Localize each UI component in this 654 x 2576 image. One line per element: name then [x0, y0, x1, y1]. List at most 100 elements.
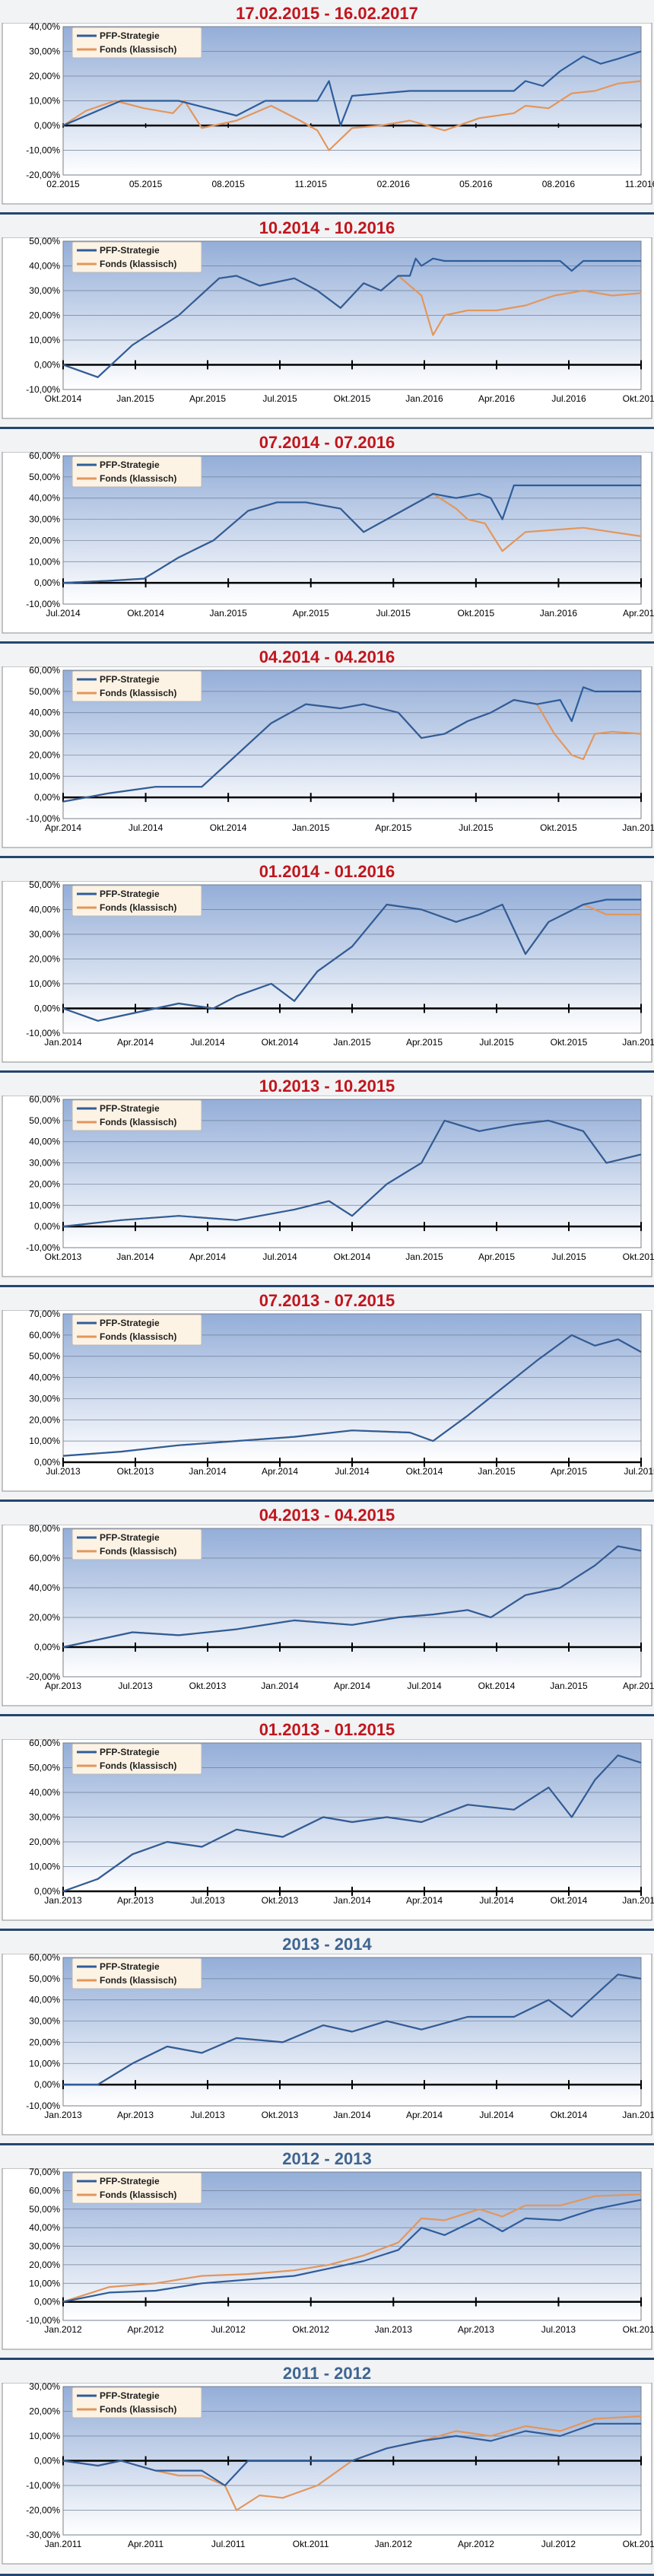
x-tick-label: Jul.2016: [551, 393, 586, 404]
legend-label: Fonds (klassisch): [100, 902, 176, 913]
x-tick-label: 08.2015: [211, 179, 245, 189]
x-tick-label: Okt.2015: [551, 1037, 588, 1048]
y-tick-label: 0,00%: [34, 360, 60, 370]
series-line-pfp-strategie: [62, 484, 641, 584]
x-tick-label: 11.2016: [625, 179, 654, 189]
x-tick-label: 02.2015: [46, 179, 80, 189]
x-tick-label: Jan.2015: [116, 393, 154, 404]
y-tick-label: 30,00%: [29, 1158, 60, 1169]
series-line-pfp-strategie: [62, 2422, 641, 2487]
x-tick-label: Apr.2016: [623, 608, 654, 619]
legend-box: [71, 885, 202, 917]
x-tick-label: Jan.2013: [375, 2324, 413, 2335]
y-tick-label: 40,00%: [29, 905, 60, 915]
legend-label: Fonds (klassisch): [100, 688, 176, 698]
legend-label: PFP-Strategie: [100, 1532, 160, 1543]
x-tick-label: Jan.2014: [261, 1681, 299, 1691]
legend: PFP-Strategie Fonds (klassisch): [71, 241, 202, 273]
y-tick-label: 40,00%: [29, 1137, 60, 1147]
y-tick-label: 10,00%: [29, 2278, 60, 2288]
y-tick-label: 0,00%: [34, 577, 60, 588]
y-tick-label: -10,00%: [26, 1028, 60, 1038]
legend-label: PFP-Strategie: [100, 30, 160, 41]
x-tick-label: Jan.2016: [405, 393, 443, 404]
x-tick-label: Apr.2011: [128, 2539, 164, 2549]
x-tick-label: Apr.2012: [128, 2324, 164, 2335]
x-tick-label: Jan.2014: [189, 1466, 227, 1477]
y-tick-label: 60,00%: [29, 452, 60, 461]
y-tick-label: 20,00%: [29, 2260, 60, 2270]
legend-box: [71, 670, 202, 702]
y-tick-label: 30,00%: [29, 2016, 60, 2027]
legend-label: PFP-Strategie: [100, 460, 160, 470]
x-tick-label: Apr.2012: [458, 2539, 494, 2549]
y-tick-label: 20,00%: [29, 1414, 60, 1425]
y-tick-label: 40,00%: [29, 1787, 60, 1798]
chart-section: 01.2014 - 01.2016 -10,00% 0,00% 10,00% 20,00…: [0, 858, 654, 1073]
legend-label: Fonds (klassisch): [100, 259, 176, 269]
x-tick-label: Okt.2014: [478, 1681, 516, 1691]
chart-title: 2011 - 2012: [282, 2364, 372, 2383]
x-tick-label: Apr.2014: [406, 2110, 443, 2120]
y-tick-label: 30,00%: [29, 514, 60, 525]
chart-section: 07.2013 - 07.2015 0,00% 10,00% 20,00% 30,00%…: [0, 1287, 654, 1502]
chart-section: 2012 - 2013 -10,00% 0,00% 10,00% 20,00% 30,00…: [0, 2145, 654, 2360]
x-tick-label: Jan.2012: [44, 2324, 82, 2335]
legend-box: [71, 1528, 202, 1560]
series-line-pfp-strategie: [63, 1973, 642, 2086]
legend: PFP-Strategie Fonds (klassisch): [71, 670, 202, 702]
y-tick-label: -10,00%: [26, 599, 60, 609]
x-tick-label: Apr.2013: [117, 1895, 154, 1906]
y-tick-label: -10,00%: [26, 145, 60, 156]
y-tick-label: 40,00%: [29, 1995, 60, 2005]
line-chart: -10,00% 0,00% 10,00% 20,00% 30,00% 40,00% 50,0…: [2, 1096, 654, 1277]
y-tick-label: 30,00%: [29, 929, 60, 940]
line-chart: -10,00% 0,00% 10,00% 20,00% 30,00% 40,00% 50,0…: [2, 2168, 654, 2350]
x-tick-label: Apr.2015: [623, 1681, 654, 1691]
legend-label: Fonds (klassisch): [100, 1760, 176, 1771]
legend-label: PFP-Strategie: [100, 1318, 160, 1328]
chart-section: 2013 - 2014 -10,00% 0,00% 10,00% 20,00% 30,00…: [0, 1931, 654, 2145]
x-tick-label: Jan.2014: [333, 2110, 371, 2120]
y-tick-label: 70,00%: [29, 1310, 60, 1319]
x-tick-label: Apr.2015: [478, 1251, 515, 1262]
line-chart: -10,00% 0,00% 10,00% 20,00% 30,00% 40,00% 50,0…: [2, 237, 654, 419]
y-tick-label: 50,00%: [29, 881, 60, 890]
y-tick-label: 10,00%: [29, 335, 60, 345]
x-tick-label: Jul.2012: [541, 2539, 576, 2549]
y-tick-label: 0,00%: [34, 1003, 60, 1014]
x-tick-label: Jan.2015: [550, 1681, 588, 1691]
y-tick-label: 0,00%: [34, 2456, 60, 2466]
legend: PFP-Strategie Fonds (klassisch): [71, 1314, 202, 1346]
y-tick-label: 30,00%: [29, 1393, 60, 1404]
x-tick-label: 08.2016: [542, 179, 576, 189]
x-tick-label: Jul.2013: [541, 2324, 576, 2335]
y-tick-label: 60,00%: [29, 1330, 60, 1340]
legend-label: PFP-Strategie: [100, 1747, 160, 1757]
chart-section: 07.2014 - 07.2016 -10,00% 0,00% 10,00% 20,00…: [0, 429, 654, 644]
line-chart: -30,00% -20,00% -10,00% 0,00% 10,00% 20,00% 30…: [2, 2383, 654, 2565]
x-tick-label: Jul.2015: [376, 608, 411, 619]
y-tick-label: 0,00%: [34, 1642, 60, 1652]
x-tick-label: Apr.2015: [375, 822, 411, 833]
x-tick-label: Jul.2015: [262, 393, 297, 404]
x-tick-label: Apr.2015: [406, 1037, 443, 1048]
y-tick-label: 10,00%: [29, 771, 60, 781]
chart-title: 01.2014 - 01.2016: [259, 862, 395, 881]
x-tick-label: Okt.2015: [623, 1251, 654, 1262]
x-tick-label: Jul.2014: [479, 2110, 514, 2120]
series-line-pfp-strategie: [62, 2199, 642, 2303]
legend-box: [71, 1743, 202, 1775]
y-tick-label: -10,00%: [26, 1242, 60, 1253]
y-tick-label: 60,00%: [29, 1096, 60, 1105]
y-tick-label: 0,00%: [34, 1221, 60, 1232]
x-tick-label: Apr.2013: [45, 1681, 81, 1691]
y-tick-label: 60,00%: [29, 1739, 60, 1748]
legend-box: [71, 456, 202, 488]
x-tick-label: Jul.2013: [190, 1895, 225, 1906]
legend: PFP-Strategie Fonds (klassisch): [71, 1743, 202, 1775]
legend-label: Fonds (klassisch): [100, 1117, 176, 1127]
y-tick-label: 20,00%: [29, 310, 60, 321]
chart-section: 04.2014 - 04.2016 -10,00% 0,00% 10,00% 20,00…: [0, 644, 654, 858]
y-tick-label: 40,00%: [29, 493, 60, 504]
